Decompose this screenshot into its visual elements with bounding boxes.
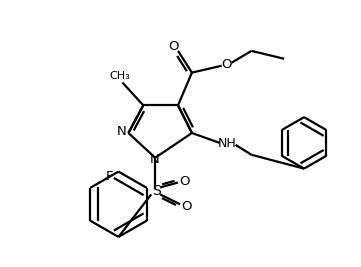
Text: O: O xyxy=(221,58,232,71)
Text: O: O xyxy=(168,40,178,53)
Text: F: F xyxy=(106,170,113,183)
Text: NH: NH xyxy=(217,138,236,150)
Text: CH₃: CH₃ xyxy=(109,70,130,81)
Text: N: N xyxy=(117,124,126,138)
Text: O: O xyxy=(180,175,190,188)
Text: N: N xyxy=(149,153,159,166)
Text: O: O xyxy=(182,200,192,213)
Text: S: S xyxy=(152,184,161,198)
